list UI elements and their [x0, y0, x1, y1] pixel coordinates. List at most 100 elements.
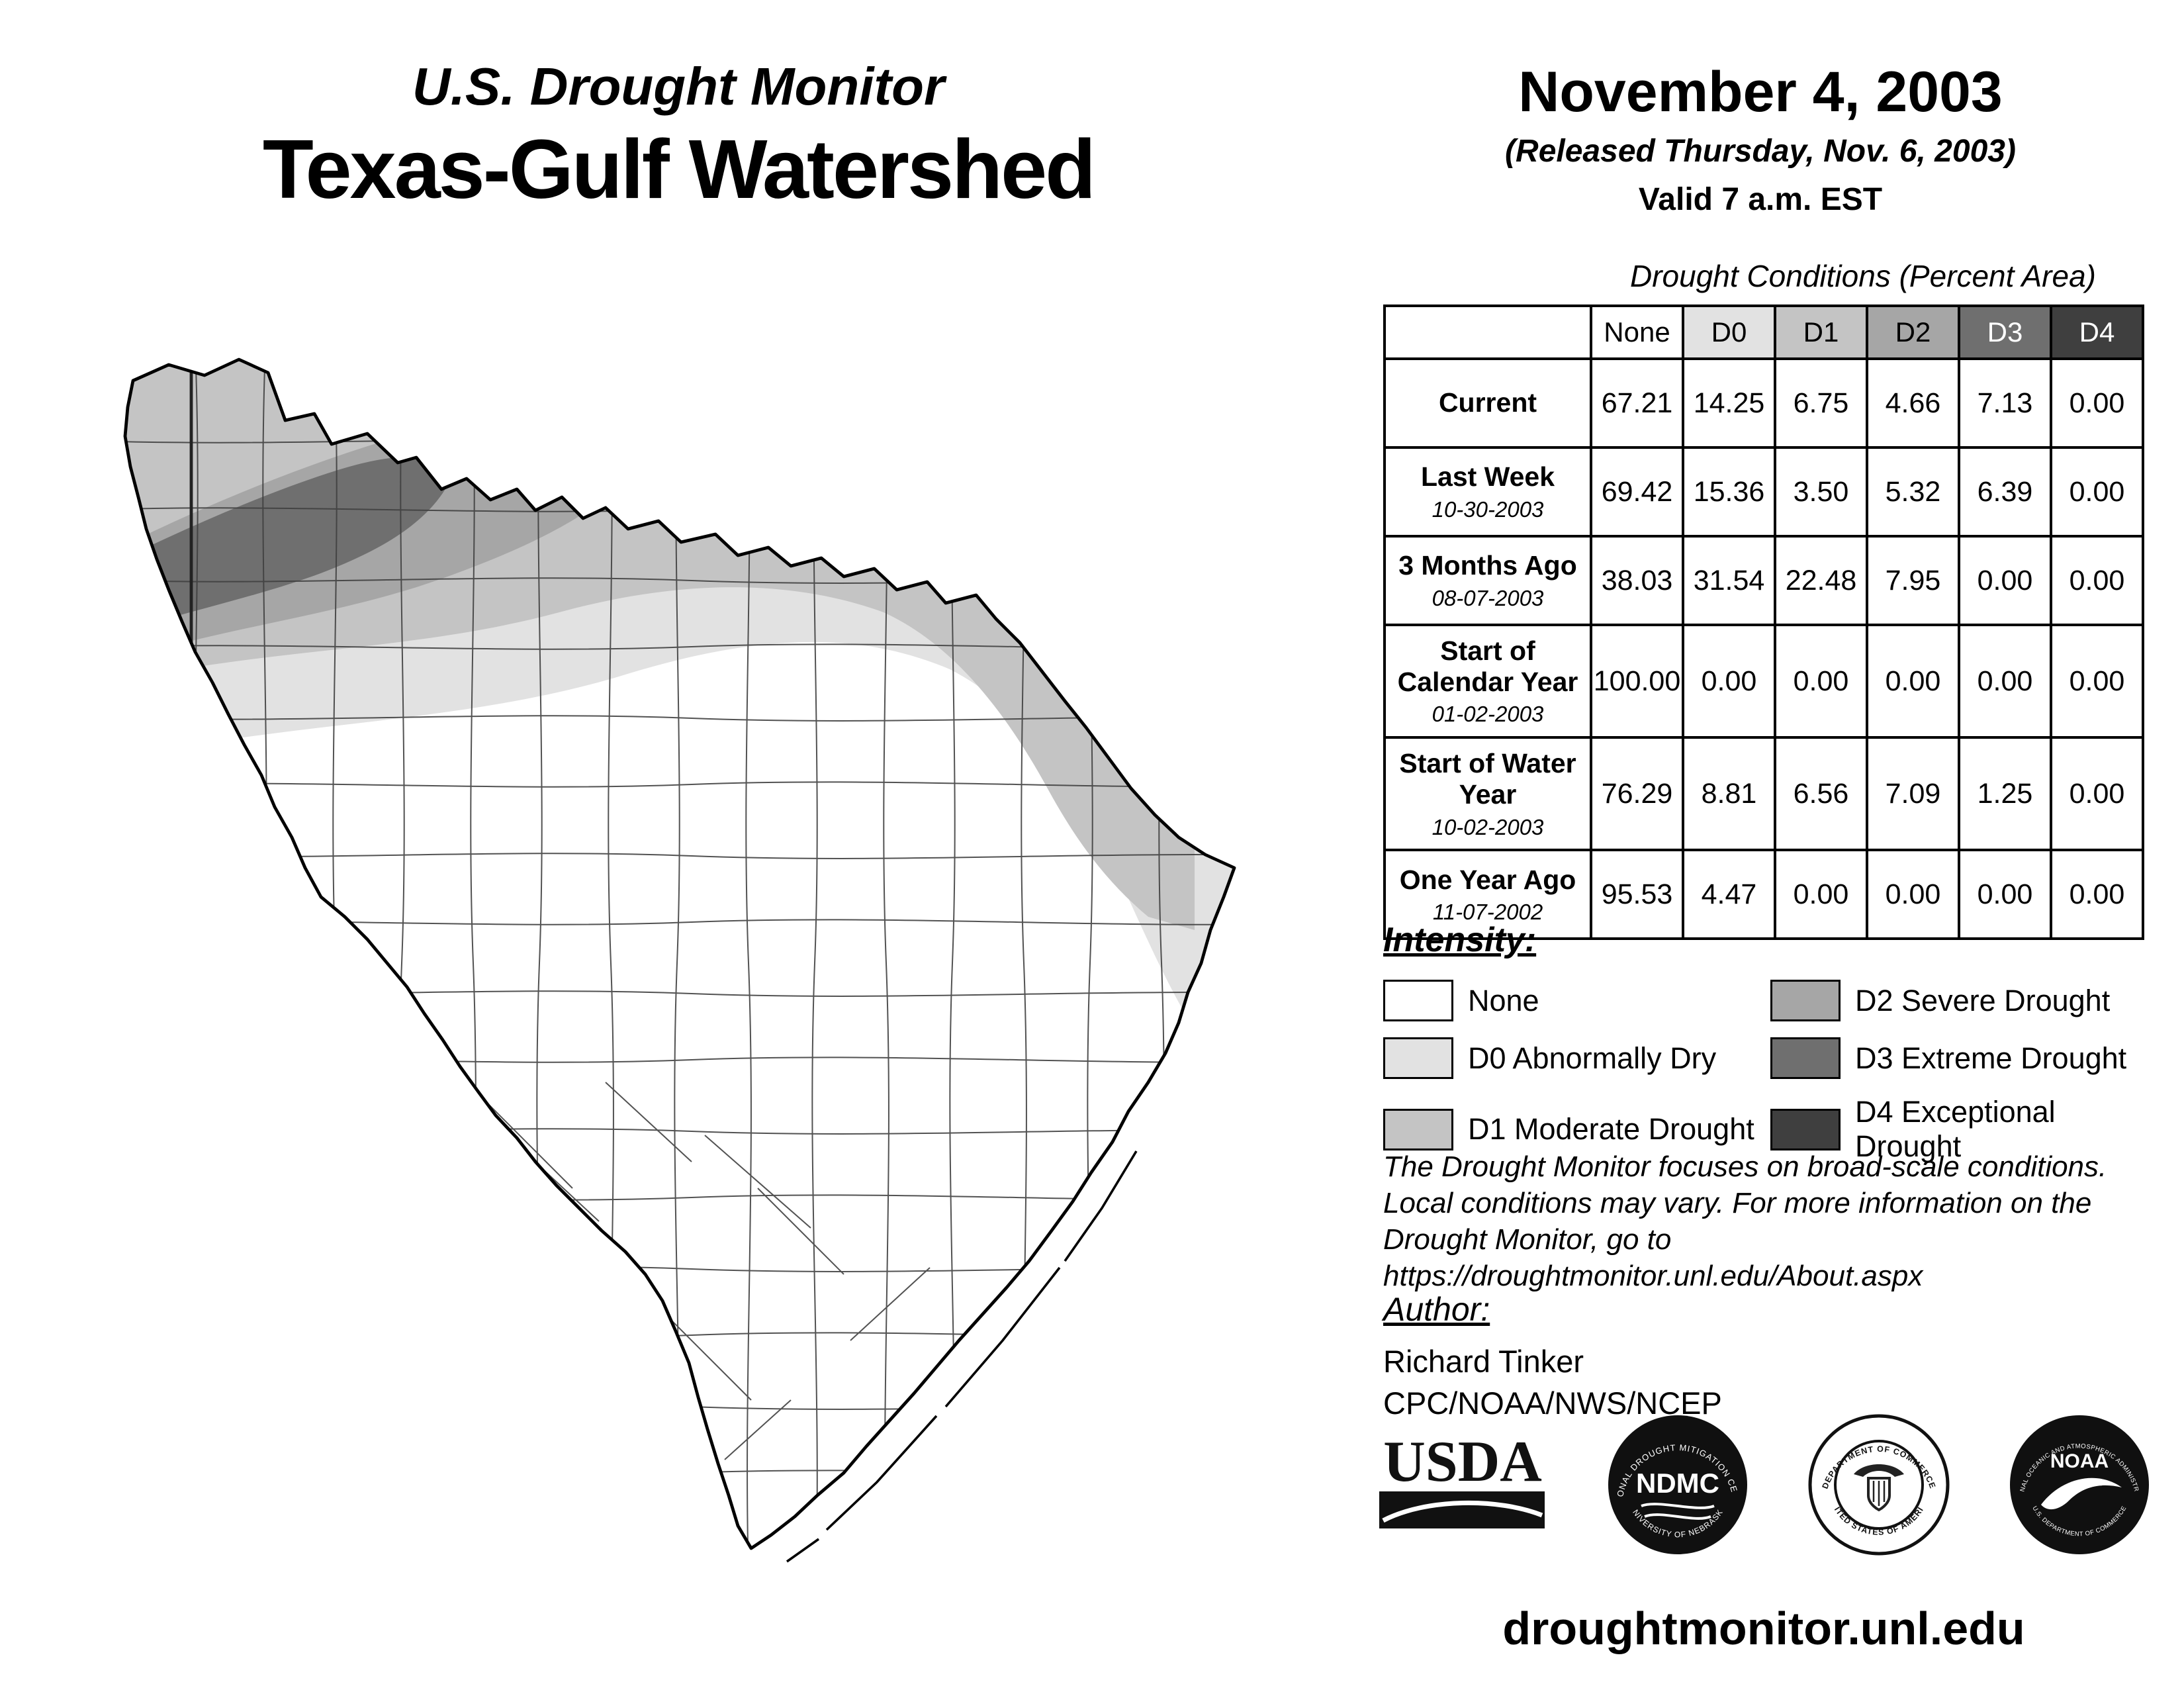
author-block: Author: Richard Tinker CPC/NOAA/NWS/NCEP: [1383, 1288, 1722, 1424]
commerce-logo: DEPARTMENT OF COMMERCE UNITED STATES OF …: [1808, 1414, 1950, 1556]
legend-item-d3: D3 Extreme Drought: [1770, 1037, 2158, 1079]
legend-label: D4 Exceptional Drought: [1855, 1095, 2056, 1163]
col-d2: D2: [1866, 305, 1960, 360]
noaa-wordmark: NOAA: [2050, 1450, 2109, 1472]
cell: 1.25: [1958, 736, 2052, 852]
cell: 22.48: [1774, 535, 1868, 626]
site-url: droughtmonitor.unl.edu: [1502, 1603, 2025, 1654]
valid-time: Valid 7 a.m. EST: [1638, 182, 1883, 217]
cell: 0.00: [2050, 446, 2144, 538]
cell: 7.09: [1866, 736, 1960, 852]
cell: 6.56: [1774, 736, 1868, 852]
table-row: Last Week 10-30-2003 69.42 15.36 3.50 5.3…: [1383, 446, 2144, 538]
cell: 14.25: [1682, 357, 1776, 449]
legend-item-none: None: [1383, 980, 1770, 1021]
cell: 0.00: [2050, 849, 2144, 941]
row-sublabel: 01-02-2003: [1432, 702, 1544, 727]
cell: 6.39: [1958, 446, 2052, 538]
cell: 0.00: [1958, 623, 2052, 739]
usda-wordmark: USDA: [1383, 1430, 1542, 1494]
drought-conditions-table: None D0 D1 D2 D3 D4 Current 67.21 14.25 …: [1383, 305, 2144, 941]
col-none: None: [1590, 305, 1684, 360]
cell: 0.00: [1774, 849, 1868, 941]
table-header-row: None D0 D1 D2 D3 D4: [1383, 305, 2144, 360]
row-sublabel: 08-07-2003: [1432, 585, 1544, 610]
cell: 0.00: [2050, 623, 2144, 739]
cell: 67.21: [1590, 357, 1684, 449]
cell: 0.00: [2050, 357, 2144, 449]
cell: 0.00: [2050, 736, 2144, 852]
cell: 0.00: [1682, 623, 1776, 739]
table-row: Current 67.21 14.25 6.75 4.66 7.13 0.00: [1383, 357, 2144, 449]
cell: 4.66: [1866, 357, 1960, 449]
ndmc-logo: NATIONAL DROUGHT MITIGATION CENTER NDMC …: [1608, 1415, 1748, 1554]
row-label: Start of Water Year 10-02-2003: [1383, 736, 1592, 852]
cell: 3.50: [1774, 446, 1868, 538]
row-sublabel: 11-07-2002: [1432, 900, 1543, 925]
cell: 0.00: [1958, 849, 2052, 941]
logo-row: USDA NATIONAL DROUGHT MITIGATION CENTER …: [1377, 1413, 2151, 1556]
legend-label: D1 Moderate Drought: [1468, 1112, 1754, 1146]
title-block: U.S. Drought Monitor Texas-Gulf Watershe…: [99, 56, 1257, 217]
table-row: Start of Calendar Year 01-02-2003 100.00 …: [1383, 623, 2144, 739]
cell: 8.81: [1682, 736, 1776, 852]
row-label-text: Start of Water Year: [1399, 748, 1576, 810]
date-block: November 4, 2003 (Released Thursday, Nov…: [1377, 60, 2144, 218]
row-label: Last Week 10-30-2003: [1383, 446, 1592, 538]
report-title: U.S. Drought Monitor: [412, 57, 945, 116]
d4-swatch: [1770, 1108, 1841, 1150]
d1-swatch: [1383, 1108, 1453, 1150]
row-label: 3 Months Ago 08-07-2003: [1383, 535, 1592, 626]
col-d1: D1: [1774, 305, 1868, 360]
row-sublabel: 10-30-2003: [1432, 496, 1544, 522]
cell: 0.00: [1866, 623, 1960, 739]
cell: 6.75: [1774, 357, 1868, 449]
cell: 31.54: [1682, 535, 1776, 626]
commerce-shield: [1866, 1477, 1891, 1512]
none-swatch: [1383, 980, 1453, 1021]
usda-logo: USDA: [1379, 1430, 1545, 1528]
table-title: Drought Conditions (Percent Area): [1630, 259, 2096, 293]
author-org: CPC/NOAA/NWS/NCEP: [1383, 1385, 1722, 1421]
cell: 0.00: [2050, 535, 2144, 626]
legend-item-d0: D0 Abnormally Dry: [1383, 1037, 1770, 1079]
cell: 0.00: [1866, 849, 1960, 941]
cell: 100.00: [1590, 623, 1684, 739]
disclaimer-line: Drought Monitor, go to https://droughtmo…: [1383, 1223, 1923, 1292]
cell: 95.53: [1590, 849, 1684, 941]
commerce-shield-stripes: [1872, 1481, 1885, 1506]
drought-map: [69, 341, 1300, 1585]
cell: 69.42: [1590, 446, 1684, 538]
cell: 5.32: [1866, 446, 1960, 538]
ndmc-wordmark: NDMC: [1636, 1468, 1719, 1499]
col-d4: D4: [2050, 305, 2144, 360]
legend-label: D3 Extreme Drought: [1855, 1041, 2127, 1075]
d3-swatch: [1770, 1037, 1841, 1079]
legend-title: Intensity:: [1383, 921, 1537, 959]
legend-label: D0 Abnormally Dry: [1468, 1041, 1717, 1075]
usda-swoosh: [1382, 1500, 1543, 1523]
cell: 4.47: [1682, 849, 1776, 941]
d0-swatch: [1383, 1037, 1453, 1079]
cell: 15.36: [1682, 446, 1776, 538]
row-sublabel: 10-02-2003: [1432, 814, 1544, 839]
row-label: Start of Calendar Year 01-02-2003: [1383, 623, 1592, 739]
row-label-text: Start of Calendar Year: [1397, 635, 1578, 698]
disclaimer-line: Local conditions may vary. For more info…: [1383, 1187, 2092, 1219]
region-title: Texas-Gulf Watershed: [262, 122, 1096, 216]
barrier-islands: [786, 1150, 1138, 1563]
disclaimer-line: The Drought Monitor focuses on broad-sca…: [1383, 1150, 2107, 1183]
disclaimer: The Drought Monitor focuses on broad-sca…: [1383, 1149, 2158, 1294]
watershed-map-svg: [123, 357, 1236, 1563]
row-label-text: 3 Months Ago: [1398, 550, 1577, 581]
cell: 7.95: [1866, 535, 1960, 626]
corner-cell: [1383, 305, 1592, 360]
report-date: November 4, 2003: [1518, 60, 2003, 124]
author-heading: Author:: [1383, 1291, 1490, 1328]
row-label: Current: [1383, 357, 1592, 449]
legend-label: None: [1468, 983, 1539, 1017]
table-row: One Year Ago 11-07-2002 95.53 4.47 0.00 0…: [1383, 849, 2144, 941]
cell: 0.00: [1958, 535, 2052, 626]
row-label-text: Current: [1438, 387, 1537, 418]
ndmc-seal-circle: [1608, 1415, 1748, 1554]
